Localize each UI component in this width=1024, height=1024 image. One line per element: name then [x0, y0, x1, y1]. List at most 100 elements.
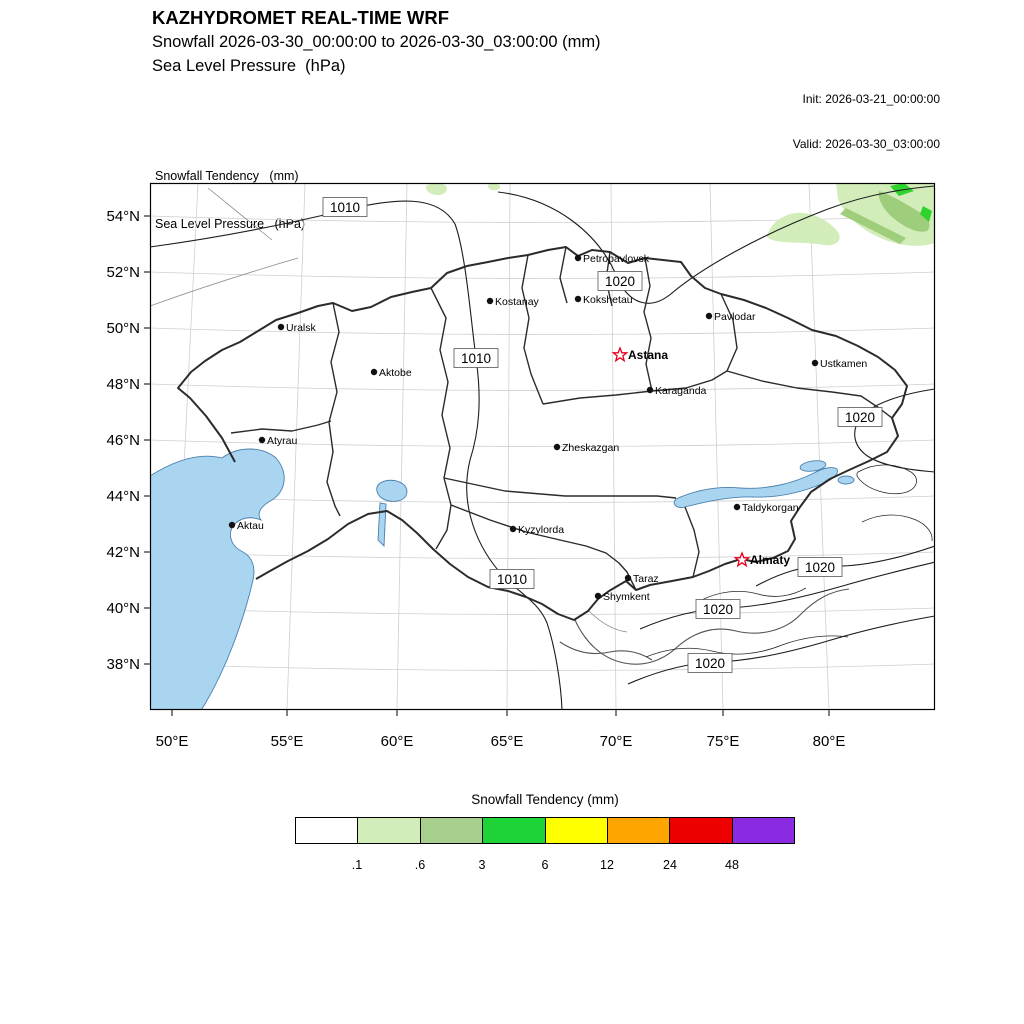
valid-time: Valid: 2026-03-30_03:00:00	[792, 137, 940, 151]
pressure-label: 1010	[489, 569, 535, 589]
city-label: Shymkent	[603, 591, 650, 603]
lon-axis-labels: 50°E 55°E 60°E 65°E 70°E 75°E 80°E	[156, 733, 846, 750]
city-label: Karaganda	[655, 385, 707, 397]
city-label: Kyzylorda	[518, 524, 564, 536]
colorbar-tick: 12	[600, 858, 614, 872]
lat-label: 44°N	[106, 488, 140, 505]
colorbar-tick: .1	[351, 858, 363, 872]
city-dot-icon	[574, 295, 582, 303]
colorbar-title: Snowfall Tendency (mm)	[471, 792, 619, 807]
colorbar-cell	[358, 818, 421, 843]
lat-axis-labels: 54°N 52°N 50°N 48°N 46°N 44°N 42°N 40°N …	[106, 208, 140, 673]
southern-borders	[559, 588, 850, 665]
city-label: Aktobe	[379, 367, 412, 379]
city-label: Kostanay	[495, 296, 540, 308]
colorbar-tick: 3	[478, 858, 486, 872]
city-aktau: Aktau	[228, 520, 264, 532]
city-label: Kokshetau	[583, 294, 633, 306]
svg-text:1010: 1010	[330, 200, 360, 215]
contour-1020-north	[497, 185, 935, 304]
lat-label: 48°N	[106, 376, 140, 393]
city-dot-icon	[370, 368, 378, 376]
city-kokshetau: Kokshetau	[574, 294, 633, 306]
aral-sea	[376, 479, 408, 502]
lat-label: 42°N	[106, 544, 140, 561]
colorbar	[295, 817, 795, 844]
capital-almaty: Almaty	[733, 551, 790, 568]
city-dot-icon	[594, 592, 602, 600]
lat-label: 40°N	[106, 600, 140, 617]
city-dot-icon	[228, 521, 236, 529]
svg-text:1010: 1010	[497, 572, 527, 587]
city-dot-icon	[705, 312, 713, 320]
pressure-label: 1020	[837, 407, 883, 427]
svg-text:1020: 1020	[703, 602, 733, 617]
lat-ticks	[144, 215, 150, 665]
svg-text:1020: 1020	[695, 656, 725, 671]
svg-text:1010: 1010	[461, 351, 491, 366]
capitals: Astana Almaty	[611, 346, 790, 568]
colorbar-cell	[545, 818, 608, 843]
caspian-sea	[150, 448, 285, 710]
water-bodies	[150, 448, 855, 710]
contour-1020-south-2	[639, 561, 935, 630]
lon-label: 70°E	[600, 733, 633, 750]
city-label: Aktau	[237, 520, 264, 532]
snowfall-light-patch	[425, 183, 448, 195]
map-frame	[149, 182, 936, 711]
colorbar-cell	[732, 818, 794, 843]
pressure-label: 1020	[597, 271, 643, 291]
city-label: Taldykorgan	[742, 502, 799, 514]
city-karaganda: Karaganda	[646, 385, 707, 397]
colorbar-tick: .6	[414, 858, 426, 872]
city-zheskazgan: Zheskazgan	[553, 442, 619, 454]
city-dot-icon	[733, 503, 741, 511]
city-label: Petropavlovsk	[583, 253, 650, 265]
city-label: Uralsk	[286, 322, 317, 334]
lake-zaysan	[799, 460, 827, 472]
city-dot-icon	[811, 359, 819, 367]
city-taldykorgan: Taldykorgan	[733, 502, 799, 514]
colorbar-tick: 6	[541, 858, 549, 872]
snowfall-light-patch	[766, 212, 840, 246]
lat-label: 38°N	[106, 656, 140, 673]
colorbar-tick: 48	[725, 858, 739, 872]
map-title-snowfall: Snowfall Tendency (mm)	[155, 169, 299, 183]
star-icon	[733, 551, 751, 568]
city-ustkamen: Ustkamen	[811, 358, 867, 370]
city-label: Taraz	[633, 573, 659, 585]
svg-text:1020: 1020	[845, 410, 875, 425]
header: KAZHYDROMET REAL-TIME WRF Snowfall 2026-…	[152, 6, 601, 78]
city-kostanay: Kostanay	[486, 296, 540, 308]
aral-sea-strip	[377, 502, 387, 548]
lon-label: 50°E	[156, 733, 189, 750]
city-dot-icon	[574, 254, 582, 262]
colorbar-tick: 24	[663, 858, 677, 872]
product-title: KAZHYDROMET REAL-TIME WRF	[152, 7, 449, 28]
colorbar-cell	[483, 818, 546, 843]
city-label: Zheskazgan	[562, 442, 619, 454]
pressure-label: 1010	[453, 348, 499, 368]
terrain-contours	[645, 464, 933, 658]
city-dot-icon	[553, 443, 561, 451]
pressure-subtitle: Sea Level Pressure (hPa)	[152, 57, 346, 75]
city-label: Ustkamen	[820, 358, 867, 370]
city-dot-icon	[486, 297, 494, 305]
star-icon	[611, 346, 629, 363]
snowfall-heavy-sliver	[920, 206, 932, 222]
lon-label: 80°E	[813, 733, 846, 750]
run-info: Init: 2026-03-21_00:00:00 Valid: 2026-03…	[793, 62, 940, 167]
contour-1020-east	[854, 388, 935, 473]
colorbar-cell	[607, 818, 671, 843]
lake-alakol	[837, 475, 855, 485]
city-shymkent: Shymkent	[594, 591, 650, 603]
city-kyzylorda: Kyzylorda	[509, 524, 564, 536]
city-taraz: Taraz	[624, 573, 659, 585]
city-label: Pavlodar	[714, 311, 756, 323]
pressure-contours	[150, 185, 935, 710]
colorbar-cell	[296, 818, 359, 843]
city-uralsk: Uralsk	[277, 322, 317, 334]
contour-1020-south-3	[627, 615, 935, 685]
lat-label: 52°N	[106, 264, 140, 281]
